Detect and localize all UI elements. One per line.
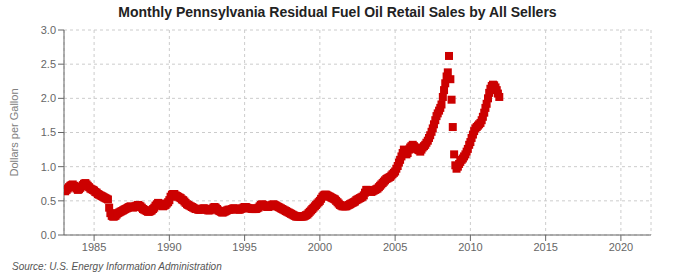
svg-text:2.0: 2.0 xyxy=(41,92,56,104)
svg-text:2020: 2020 xyxy=(609,241,633,253)
html-text:Source: U.S. Energy Informatio: Source: U.S. Energy Information Administ… xyxy=(12,261,222,272)
svg-text:1985: 1985 xyxy=(82,241,106,253)
html-text:Monthly Pennsylvania Residual: Monthly Pennsylvania Residual Fuel Oil R… xyxy=(118,4,557,20)
svg-text:0.0: 0.0 xyxy=(41,229,56,241)
svg-text:2005: 2005 xyxy=(383,241,407,253)
svg-text:2.5: 2.5 xyxy=(41,58,56,70)
svg-text:2010: 2010 xyxy=(458,241,482,253)
svg-text:0.5: 0.5 xyxy=(41,195,56,207)
svg-text:1995: 1995 xyxy=(232,241,256,253)
svg-text:1.5: 1.5 xyxy=(41,126,56,138)
svg-text:Dollars per Gallon: Dollars per Gallon xyxy=(8,88,20,176)
svg-text:1.0: 1.0 xyxy=(41,161,56,173)
svg-text:1990: 1990 xyxy=(157,241,181,253)
svg-text:2015: 2015 xyxy=(533,241,557,253)
svg-text:2000: 2000 xyxy=(308,241,332,253)
svg-text:3.0: 3.0 xyxy=(41,24,56,36)
